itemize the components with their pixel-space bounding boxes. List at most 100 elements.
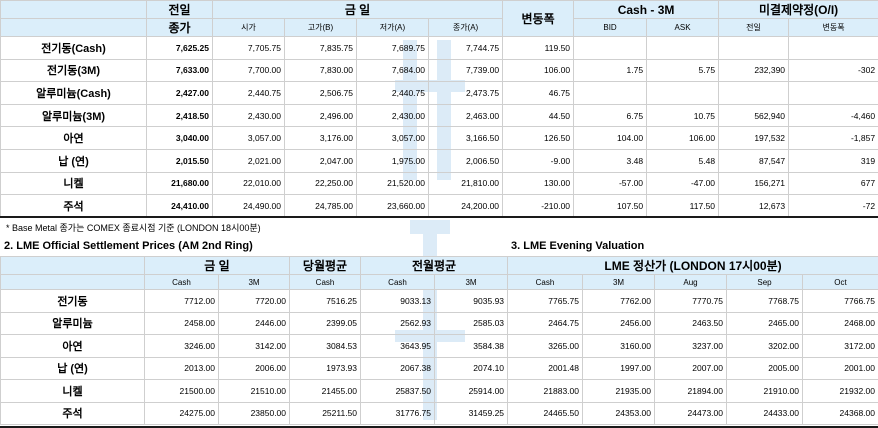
cur-avg-cell: 3084.53 (289, 334, 362, 358)
sep-cell: 7768.75 (726, 289, 803, 313)
header-oi-prev: 전일 (718, 18, 790, 37)
oi-prev-cell: 87,547 (718, 148, 790, 173)
header-cash-3m: Cash - 3M (573, 0, 720, 19)
footnote: * Base Metal 종가는 COMEX 종료시점 기준 (LONDON 1… (6, 223, 261, 233)
prev-avg-3m-cell: 31459.25 (434, 401, 509, 425)
change-cell: 106.00 (502, 58, 575, 83)
evening-section-title: 3. LME Evening Valuation (511, 240, 645, 252)
table-row: 알루미늄(Cash) 2,427.00 2,440.75 2,506.75 2,440.… (0, 81, 878, 105)
evening-header-group: LME 정산가 (LONDON 17시00분) (507, 256, 878, 275)
table-row: 주석 24,410.00 24,490.00 24,785.00 23,660.00 24… (0, 194, 878, 218)
evening-header-3m: 3M (582, 274, 655, 290)
aug-cell: 2007.00 (654, 356, 727, 380)
open-cell: 3,057.00 (212, 126, 285, 150)
aug-cell: 3237.00 (654, 334, 727, 358)
evening-header-oct: Oct (802, 274, 878, 290)
change-cell: -210.00 (502, 194, 575, 218)
close-cell: 7,744.75 (427, 36, 504, 60)
evening-header-aug: Aug (654, 274, 727, 290)
metal-label: 알루미늄 (0, 311, 145, 335)
table-row: 전기동(Cash) 7,625.25 7,705.75 7,835.75 7,689.7… (0, 36, 878, 60)
aug-cell: 7770.75 (654, 289, 727, 313)
table-row: 21883.00 21935.00 21894.00 21910.00 21932.00 (507, 379, 878, 403)
bid-cell: -57.00 (573, 171, 648, 196)
table-bottom-rule (0, 216, 878, 218)
cash-cell: 3265.00 (507, 334, 583, 358)
evening-header-cash: Cash (507, 274, 583, 290)
metal-label: 알루미늄(3M) (0, 103, 147, 128)
oct-cell: 3172.00 (802, 334, 878, 358)
sep-cell: 21910.00 (726, 379, 803, 403)
metal-label: 납 (연) (0, 356, 145, 380)
header-today: 금 일 (211, 0, 504, 19)
table-row: 전기동(3M) 7,633.00 7,700.00 7,830.00 7,684.00 7… (0, 58, 878, 83)
oi-change-cell: 677 (788, 171, 878, 196)
open-cell: 7,705.75 (212, 36, 285, 60)
3m-cell: 3160.00 (582, 334, 655, 358)
header-ask: ASK (646, 18, 720, 37)
metal-label: 주석 (0, 401, 145, 425)
3m-cell: 2006.00 (217, 356, 291, 380)
close-cell: 3,166.50 (427, 126, 504, 150)
open-cell: 2,430.00 (212, 103, 285, 128)
evening-valuation-table: LME 정산가 (LONDON 17시00분) Cash 3M Aug Sep … (507, 256, 878, 425)
aug-cell: 2463.50 (654, 311, 727, 335)
evening-header-sep: Sep (726, 274, 803, 290)
change-cell: -9.00 (502, 148, 575, 173)
metal-label: 전기동 (0, 289, 145, 313)
bid-cell: 1.75 (573, 58, 648, 83)
aug-cell: 24473.00 (654, 401, 727, 425)
prev-close-cell: 3,040.00 (146, 126, 213, 150)
settle-header-prev-3m: 3M (434, 274, 509, 290)
header-bid: BID (573, 18, 648, 37)
oi-change-cell: -1,857 (788, 126, 878, 150)
settle-header-blank-2 (0, 274, 145, 290)
ask-cell (646, 81, 720, 105)
open-cell: 7,700.00 (212, 58, 285, 83)
open-cell: 24,490.00 (212, 194, 285, 218)
close-cell: 2,473.75 (427, 81, 504, 105)
ask-cell: 106.00 (646, 126, 720, 150)
cur-avg-cell: 25211.50 (289, 401, 362, 425)
3m-cell: 21935.00 (582, 379, 655, 403)
bid-cell: 6.75 (573, 103, 648, 128)
header-change: 변동폭 (502, 0, 575, 37)
oi-change-cell: -4,460 (788, 103, 878, 128)
table-row: 아연 3,040.00 3,057.00 3,176.00 3,057.00 3,166.… (0, 126, 878, 150)
3m-cell: 3142.00 (217, 334, 291, 358)
cash-cell: 3246.00 (144, 334, 219, 358)
table-row: 2464.75 2456.00 2463.50 2465.00 2468.00 (507, 311, 878, 335)
low-cell: 2,440.75 (356, 81, 429, 105)
cash-cell: 24275.00 (144, 401, 219, 425)
bid-cell: 107.50 (573, 194, 648, 218)
prev-avg-3m-cell: 25914.00 (434, 379, 509, 403)
table-row: 납 (연) 2,015.50 2,021.00 2,047.00 1,975.00 2,0… (0, 148, 878, 173)
ask-cell: 5.75 (646, 58, 720, 83)
bid-cell (573, 36, 648, 60)
ask-cell (646, 36, 720, 60)
prev-close-cell: 2,015.50 (146, 148, 213, 173)
sep-cell: 24433.00 (726, 401, 803, 425)
cash-cell: 7765.75 (507, 289, 583, 313)
table-row: 알루미늄 2458.00 2446.00 2399.05 2562.93 2585.03 (0, 311, 509, 335)
high-cell: 2,496.00 (284, 103, 357, 128)
prev-close-cell: 7,625.25 (146, 36, 213, 60)
ask-cell: 10.75 (646, 103, 720, 128)
settle-header-blank (0, 256, 145, 275)
bid-cell: 104.00 (573, 126, 648, 150)
cash-cell: 21500.00 (144, 379, 219, 403)
settlement-table: 금 일 당월평균 전월평균 Cash 3M Cash Cash 3M 전기동 77… (0, 256, 509, 425)
settle-header-3m: 3M (217, 274, 291, 290)
close-cell: 7,739.00 (427, 58, 504, 83)
cash-cell: 2001.48 (507, 356, 583, 380)
low-cell: 7,684.00 (356, 58, 429, 83)
table-row: 아연 3246.00 3142.00 3084.53 3643.95 3584.38 (0, 334, 509, 358)
metal-label: 니켈 (0, 171, 147, 196)
table-row: 전기동 7712.00 7720.00 7516.25 9033.13 9035.93 (0, 289, 509, 313)
high-cell: 3,176.00 (284, 126, 357, 150)
prev-avg-3m-cell: 2585.03 (434, 311, 509, 335)
table-row: 납 (연) 2013.00 2006.00 1973.93 2067.38 2074.10 (0, 356, 509, 380)
3m-cell: 24353.00 (582, 401, 655, 425)
bid-cell (573, 81, 648, 105)
oi-change-cell: -72 (788, 194, 878, 218)
